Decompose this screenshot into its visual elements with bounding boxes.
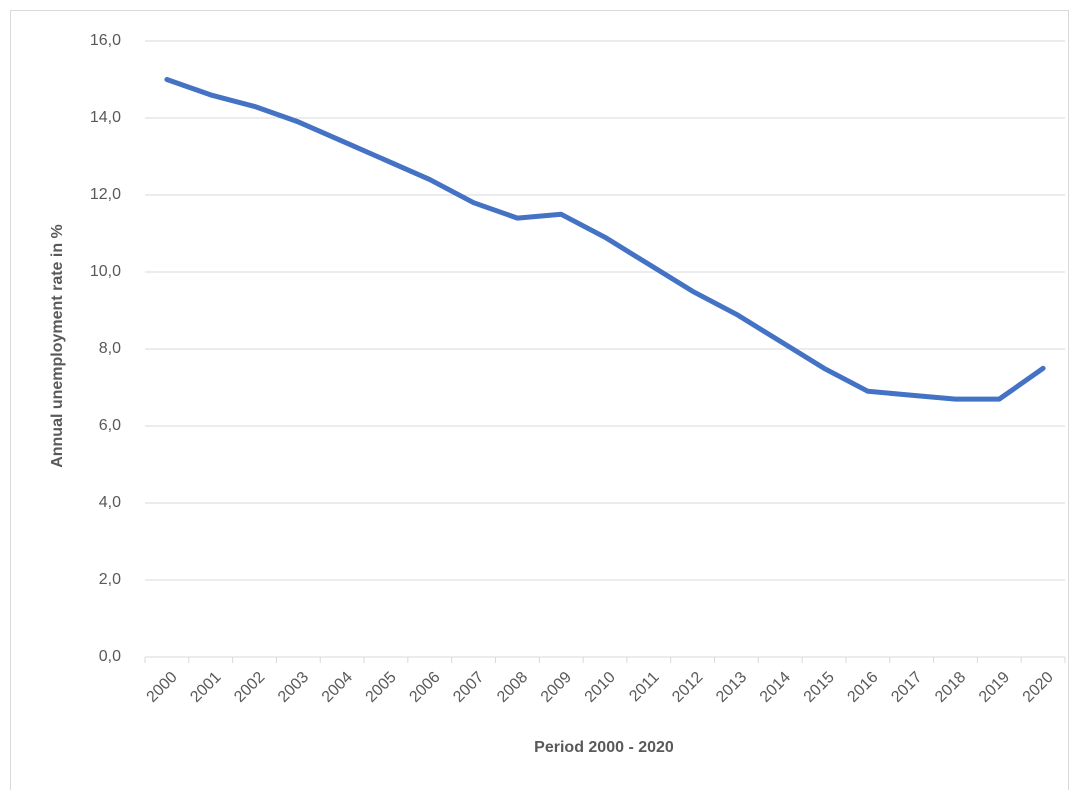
y-tick-label: 2,0: [99, 571, 121, 588]
x-axis-title: Period 2000 - 2020: [534, 739, 674, 756]
x-tick-label: 2016: [844, 669, 881, 706]
x-tick-label: 2019: [976, 669, 1013, 706]
y-tick-label: 4,0: [99, 494, 121, 511]
x-tick-label: 2006: [406, 669, 443, 706]
x-tick-label: 2004: [319, 669, 356, 706]
chart-border: [10, 10, 1069, 790]
x-tick-label: 2014: [757, 669, 794, 706]
y-tick-label: 14,0: [90, 109, 121, 126]
x-tick-label: 2003: [275, 669, 312, 706]
x-tick-label: 2001: [187, 669, 224, 706]
x-tick-label: 2013: [713, 669, 750, 706]
x-tick-label: 2005: [363, 669, 400, 706]
y-tick-label: 10,0: [90, 263, 121, 280]
x-tick-label: 2009: [538, 669, 575, 706]
y-tick-label: 8,0: [99, 340, 121, 357]
x-tick-label: 2020: [1020, 669, 1057, 706]
x-tick-label: 2012: [669, 669, 706, 706]
x-tick-label: 2017: [888, 669, 925, 706]
x-tick-label: 2018: [932, 669, 969, 706]
y-tick-label: 12,0: [90, 186, 121, 203]
y-tick-label: 0,0: [99, 648, 121, 665]
x-tick-label: 2002: [231, 669, 268, 706]
y-axis-title: Annual unemployment rate in %: [49, 224, 66, 468]
line-series: [164, 77, 1046, 402]
x-tick-label: 2010: [582, 669, 619, 706]
x-tick-label: 2000: [144, 669, 181, 706]
y-tick-label: 16,0: [90, 32, 121, 49]
x-tick-label: 2015: [801, 669, 838, 706]
x-tick-label: 2007: [450, 669, 487, 706]
x-tick-label: 2011: [626, 669, 662, 705]
y-tick-label: 6,0: [99, 417, 121, 434]
x-tick-label: 2008: [494, 669, 531, 706]
